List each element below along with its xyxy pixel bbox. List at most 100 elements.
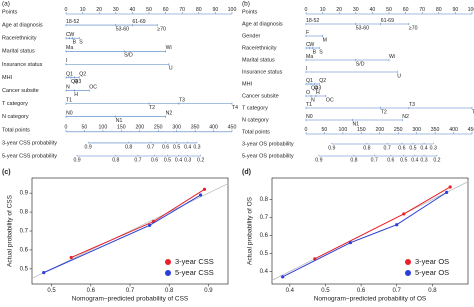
tick-label: 450 — [228, 125, 237, 131]
data-point — [448, 185, 452, 189]
tick-label: 0.4 — [411, 157, 418, 163]
level-label: C — [306, 42, 310, 48]
tick-label: 200 — [375, 127, 384, 133]
tick-label: 0.2 — [197, 157, 204, 163]
tick-label: 0.7 — [147, 144, 154, 150]
panel-label: (b) — [242, 1, 250, 8]
tick-label: 0.5 — [409, 145, 416, 151]
tick-label: 400 — [449, 127, 458, 133]
tick-label: 20 — [96, 7, 102, 13]
tick-label: 0.9 — [315, 157, 322, 163]
tick-label: 0.7 — [384, 145, 391, 151]
level-label: Q4 — [71, 79, 78, 85]
level-label: H — [316, 90, 320, 96]
plot-frame — [271, 177, 469, 285]
x-tick-label: 0.7 — [126, 288, 135, 294]
level-label: H — [74, 92, 78, 98]
tick-label: 0.4 — [420, 145, 427, 151]
level-label: T3 — [179, 98, 185, 104]
level-label: N — [66, 84, 70, 90]
tick-label: 40 — [370, 7, 376, 13]
tick-label: 0 — [305, 127, 308, 133]
level-label: F — [306, 30, 309, 36]
level-label: T2 — [381, 109, 387, 115]
tick-label: 0 — [65, 125, 68, 131]
level-label: N1 — [116, 118, 123, 124]
tick-label: 100 — [339, 127, 348, 133]
tick-label: 0.3 — [184, 157, 191, 163]
level-label: 61-69 — [381, 18, 394, 24]
row-label: Points — [242, 9, 258, 15]
y-tick-label: 0.8 — [260, 197, 269, 203]
row-label: Insurance status — [242, 69, 283, 75]
x-tick-label: 0.7 — [393, 288, 402, 294]
tick-label: 0.9 — [328, 145, 335, 151]
row-label: T category — [242, 105, 268, 111]
legend-label: 3-year OS — [415, 257, 449, 266]
legend-label: 5-year CSS — [175, 268, 214, 277]
level-label: Ma — [306, 54, 313, 60]
tick-label: 0.3 — [430, 145, 437, 151]
x-axis-label: Nomogram−predicted probability of OS — [314, 296, 427, 303]
tick-label: 0.8 — [350, 157, 357, 163]
tick-label: 350 — [431, 127, 440, 133]
x-tick-label: 0.6 — [357, 288, 366, 294]
level-label: O — [306, 90, 310, 96]
row-label: Gender — [242, 33, 261, 39]
level-label: N0 — [66, 111, 73, 117]
level-label: S — [79, 40, 83, 46]
level-label: W — [309, 42, 314, 48]
data-point — [313, 257, 317, 261]
level-label: T4 — [232, 105, 238, 111]
tick-label: 10 — [80, 7, 86, 13]
tick-label: 0.2 — [433, 157, 440, 163]
row-label: Race/ethnicity — [242, 45, 277, 51]
y-tick-label: 0.5 — [260, 251, 269, 257]
row-label: 3-year OS probability — [242, 141, 294, 147]
tick-label: 250 — [394, 127, 403, 133]
level-label: S/D — [356, 61, 365, 67]
tick-label: 0.8 — [125, 144, 132, 150]
tick-label: 0.4 — [175, 157, 182, 163]
y-tick-label: 0.7 — [260, 215, 269, 221]
y-tick-label: 0.6 — [20, 248, 29, 254]
row-label: Race/ethnicity — [2, 36, 37, 42]
tick-label: 80 — [436, 7, 442, 13]
level-label: 18-52 — [306, 18, 319, 24]
tick-label: 20 — [336, 7, 342, 13]
tick-label: 0.8 — [112, 157, 119, 163]
tick-label: 0.7 — [134, 157, 141, 163]
tick-label: 350 — [191, 125, 200, 131]
tick-label: 150 — [357, 127, 366, 133]
level-label: 53-60 — [116, 26, 129, 32]
tick-label: 0.8 — [363, 145, 370, 151]
tick-label: 150 — [117, 125, 126, 131]
tick-label: 450 — [468, 127, 474, 133]
tick-label: 0.3 — [420, 157, 427, 163]
level-label: Wi — [166, 45, 172, 51]
level-label: ≥70 — [157, 26, 166, 32]
tick-label: 50 — [386, 7, 392, 13]
level-label: T1 — [66, 98, 72, 104]
level-label: S/D — [124, 53, 133, 59]
level-label: B — [73, 40, 77, 46]
y-tick-label: 0.8 — [20, 210, 29, 216]
level-label: OC — [89, 84, 97, 90]
tick-label: 0.6 — [398, 145, 405, 151]
tick-label: 10 — [320, 7, 326, 13]
tick-label: 70 — [419, 7, 425, 13]
x-tick-label: 0.9 — [204, 288, 213, 294]
x-tick-label: 0.6 — [87, 288, 96, 294]
level-label: ≥70 — [409, 25, 418, 31]
data-point — [348, 241, 352, 245]
tick-label: 80 — [196, 7, 202, 13]
data-point — [198, 193, 203, 197]
tick-label: 0.6 — [151, 157, 158, 163]
level-label: 61-69 — [132, 19, 145, 25]
y-axis-label: Actual probability of CSS — [7, 194, 14, 267]
tick-label: 0.6 — [162, 144, 169, 150]
row-label: Cancer subsite — [2, 88, 39, 94]
y-tick-label: 0.9 — [20, 191, 29, 197]
tick-label: 90 — [213, 7, 219, 13]
